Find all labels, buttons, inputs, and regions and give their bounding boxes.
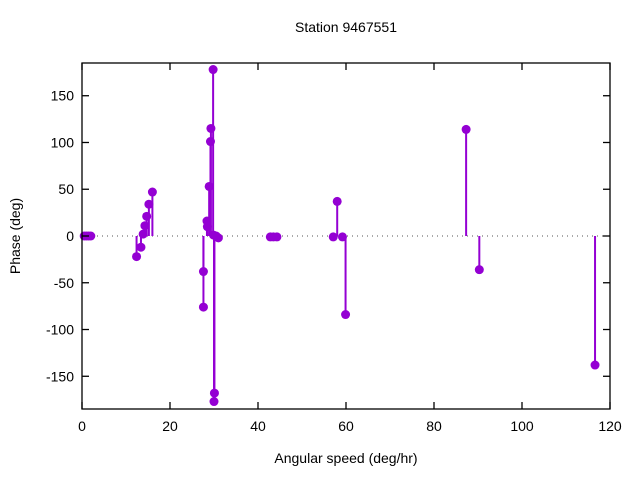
x-tick-label: 120 (598, 418, 622, 434)
data-point (198, 302, 208, 312)
x-tick-label: 20 (162, 418, 178, 434)
data-point (86, 231, 96, 241)
data-point (213, 233, 223, 243)
data-point (142, 211, 152, 221)
x-tick-label: 40 (250, 418, 266, 434)
data-point (474, 265, 484, 275)
data-point (205, 137, 215, 147)
chart-title: Station 9467551 (295, 19, 397, 35)
data-point (140, 221, 150, 231)
data-point (341, 310, 351, 320)
y-tick-label: -150 (46, 368, 74, 384)
y-tick-label: 0 (66, 228, 74, 244)
data-point (132, 252, 142, 262)
data-point (590, 360, 600, 370)
data-point (202, 222, 212, 232)
data-point (209, 388, 219, 398)
y-tick-label: -50 (54, 275, 74, 291)
data-point (144, 199, 154, 209)
y-tick-label: 50 (58, 181, 74, 197)
data-point (198, 267, 208, 277)
data-point (272, 232, 282, 242)
data-point (328, 232, 338, 242)
data-point (208, 65, 218, 75)
y-tick-label: -100 (46, 322, 74, 338)
plot-area: 0 20 40 60 80 100 120 -150 -100 -50 0 50 100 150 (46, 62, 622, 434)
x-tick-label: 60 (338, 418, 354, 434)
y-tick-label: 100 (51, 134, 75, 150)
data-point (461, 124, 471, 134)
data-point (136, 242, 146, 252)
data-point (204, 181, 214, 191)
data-point (138, 229, 148, 239)
data-point (206, 123, 216, 133)
data-point (209, 397, 219, 407)
y-tick-label: 150 (51, 88, 75, 104)
data-point (337, 232, 347, 242)
x-axis-title: Angular speed (deg/hr) (274, 450, 417, 466)
x-tick-label: 80 (426, 418, 442, 434)
data-point (332, 196, 342, 206)
y-axis-title: Phase (deg) (7, 198, 23, 274)
x-tick-label: 0 (78, 418, 86, 434)
data-point (147, 187, 157, 197)
x-tick-label: 100 (510, 418, 534, 434)
